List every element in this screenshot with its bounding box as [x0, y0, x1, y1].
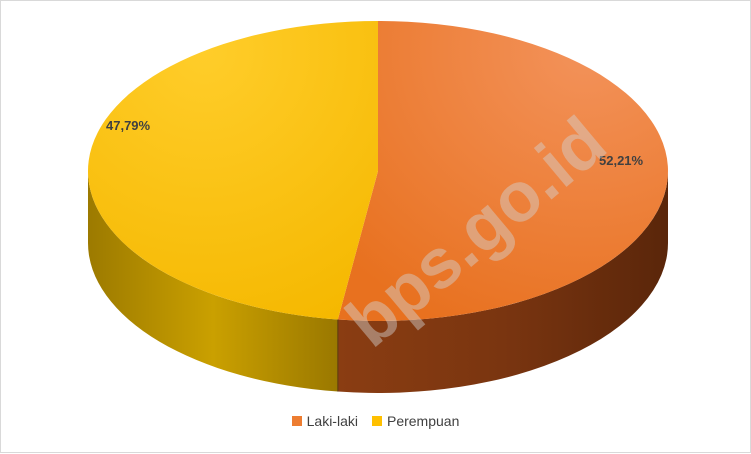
legend-item-laki-laki[interactable]: Laki-laki [291, 413, 358, 429]
legend-label-perempuan: Perempuan [386, 413, 460, 429]
legend-swatch-laki-laki [291, 416, 302, 426]
legend-label-laki-laki: Laki-laki [306, 413, 358, 429]
pie-side-perempuan [87, 171, 338, 392]
legend: Laki-laki Perempuan [1, 413, 750, 429]
data-label-perempuan: 47,79% [106, 118, 151, 133]
legend-item-perempuan[interactable]: Perempuan [371, 413, 460, 429]
data-label-laki-laki: 52,21% [599, 153, 644, 168]
pie-slice-laki-laki [337, 21, 668, 321]
pie-slice-perempuan [87, 21, 379, 320]
legend-swatch-perempuan [371, 416, 382, 426]
pie-side-laki-laki [337, 171, 668, 393]
